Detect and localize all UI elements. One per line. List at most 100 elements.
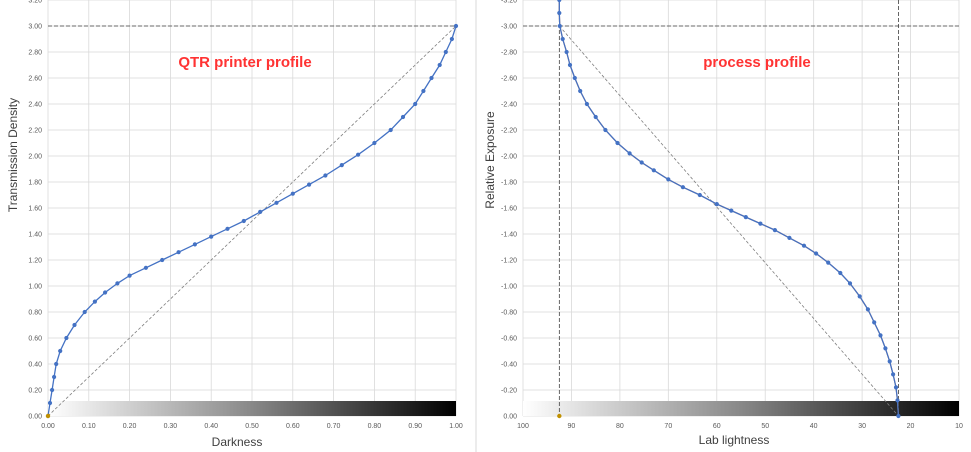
x-tick-label: 0.50 (245, 423, 259, 430)
x-tick-label: 70 (664, 423, 672, 430)
y-tick-label: 1.60 (28, 206, 42, 213)
data-point (615, 140, 620, 146)
qtr-y-ticks: 0.00 0.20 0.40 0.60 0.80 1.00 1.20 1.40 1.60 1.80… (28, 0, 42, 421)
y-tick-label: 1.40 (28, 232, 42, 239)
x-tick-label: 0.60 (286, 423, 300, 430)
y-tick-label: 0.60 (28, 336, 42, 343)
y-tick-label: -1.60 (501, 206, 517, 213)
x-tick-label: 30 (858, 423, 866, 430)
data-point (666, 177, 671, 182)
data-point (772, 228, 778, 233)
process-series (557, 0, 901, 419)
data-point (437, 62, 442, 68)
x-tick-label: 0.70 (327, 423, 341, 430)
data-point (743, 215, 748, 220)
y-tick-label: -3.20 (501, 0, 517, 5)
data-point (557, 0, 562, 3)
data-point (680, 185, 686, 190)
data-point (651, 168, 656, 173)
data-point (603, 127, 608, 133)
data-point (388, 127, 393, 133)
data-point (47, 400, 53, 406)
x-tick-label: 10 (955, 423, 963, 430)
y-tick-label: -1.20 (501, 258, 517, 265)
y-tick-label: -1.00 (501, 284, 517, 291)
data-point (92, 299, 97, 304)
data-point (560, 36, 565, 42)
data-point (567, 62, 573, 68)
x-tick-label: 0.40 (204, 423, 218, 430)
data-point (323, 173, 328, 178)
data-point (429, 75, 434, 81)
data-point (127, 273, 132, 278)
y-tick-label: -1.40 (501, 232, 517, 239)
data-point (557, 10, 562, 16)
data-point (103, 290, 108, 295)
data-point (356, 152, 361, 157)
data-point (627, 151, 632, 156)
data-point (893, 385, 899, 390)
data-point (593, 114, 598, 120)
y-tick-label: 2.60 (28, 76, 42, 83)
y-tick-label: 1.80 (28, 180, 42, 187)
qtr-y-axis-title: Transmission Density (6, 98, 20, 212)
data-point (814, 251, 819, 256)
reference-diagonal (559, 25, 899, 417)
data-point (449, 36, 454, 42)
data-point (857, 294, 862, 299)
y-tick-label: 0.40 (28, 362, 42, 369)
y-tick-label: 0.00 (28, 414, 42, 421)
qtr-x-ticks: 0.00 0.10 0.20 0.30 0.40 0.50 0.60 0.70 0.80 0.90… (41, 423, 463, 430)
data-point (307, 182, 312, 187)
data-point (838, 270, 843, 276)
y-tick-label: 2.00 (28, 154, 42, 161)
y-tick-label: 2.40 (28, 102, 42, 109)
data-point (787, 235, 792, 240)
data-point (192, 242, 197, 247)
data-point (758, 221, 763, 226)
origin-marker (45, 413, 51, 419)
y-tick-label: 3.00 (28, 24, 42, 31)
data-point (160, 257, 165, 263)
y-tick-label: -3.00 (501, 24, 517, 31)
data-point (639, 160, 644, 165)
data-point (241, 218, 246, 224)
data-point (413, 101, 418, 107)
data-point (564, 49, 569, 55)
x-tick-label: 40 (810, 423, 818, 430)
data-point (400, 114, 406, 120)
y-tick-label: 2.20 (28, 128, 42, 135)
data-point (891, 372, 896, 377)
data-point (54, 361, 59, 367)
y-tick-label: 2.80 (28, 50, 42, 57)
reference-diagonal (47, 25, 457, 417)
data-point (225, 226, 230, 231)
x-tick-label: 0.30 (164, 423, 178, 430)
data-point (729, 208, 734, 213)
x-tick-label: 20 (907, 423, 915, 430)
y-tick-label: 1.00 (28, 284, 42, 291)
qtr-gradient-bar (48, 401, 456, 416)
process-guides (523, 0, 959, 417)
qtr-guides (47, 25, 457, 417)
data-point (883, 346, 888, 351)
data-point (209, 234, 214, 239)
data-point (82, 309, 87, 315)
data-point (887, 359, 892, 364)
data-point (872, 320, 877, 325)
x-tick-label: 0.80 (368, 423, 382, 430)
process-x-ticks: 100 90 80 70 60 50 40 30 20 10 (517, 423, 963, 430)
x-tick-label: 80 (616, 423, 624, 430)
data-point (895, 398, 900, 403)
y-tick-label: -2.60 (501, 76, 517, 83)
data-point (443, 49, 448, 55)
data-point (697, 192, 702, 198)
qtr-grid (47, 0, 457, 417)
data-point (557, 23, 562, 29)
process-gradient-bar (523, 401, 959, 416)
data-point (878, 333, 883, 338)
x-tick-label: 0.00 (41, 423, 55, 430)
data-point (372, 140, 377, 146)
data-point (58, 348, 63, 354)
